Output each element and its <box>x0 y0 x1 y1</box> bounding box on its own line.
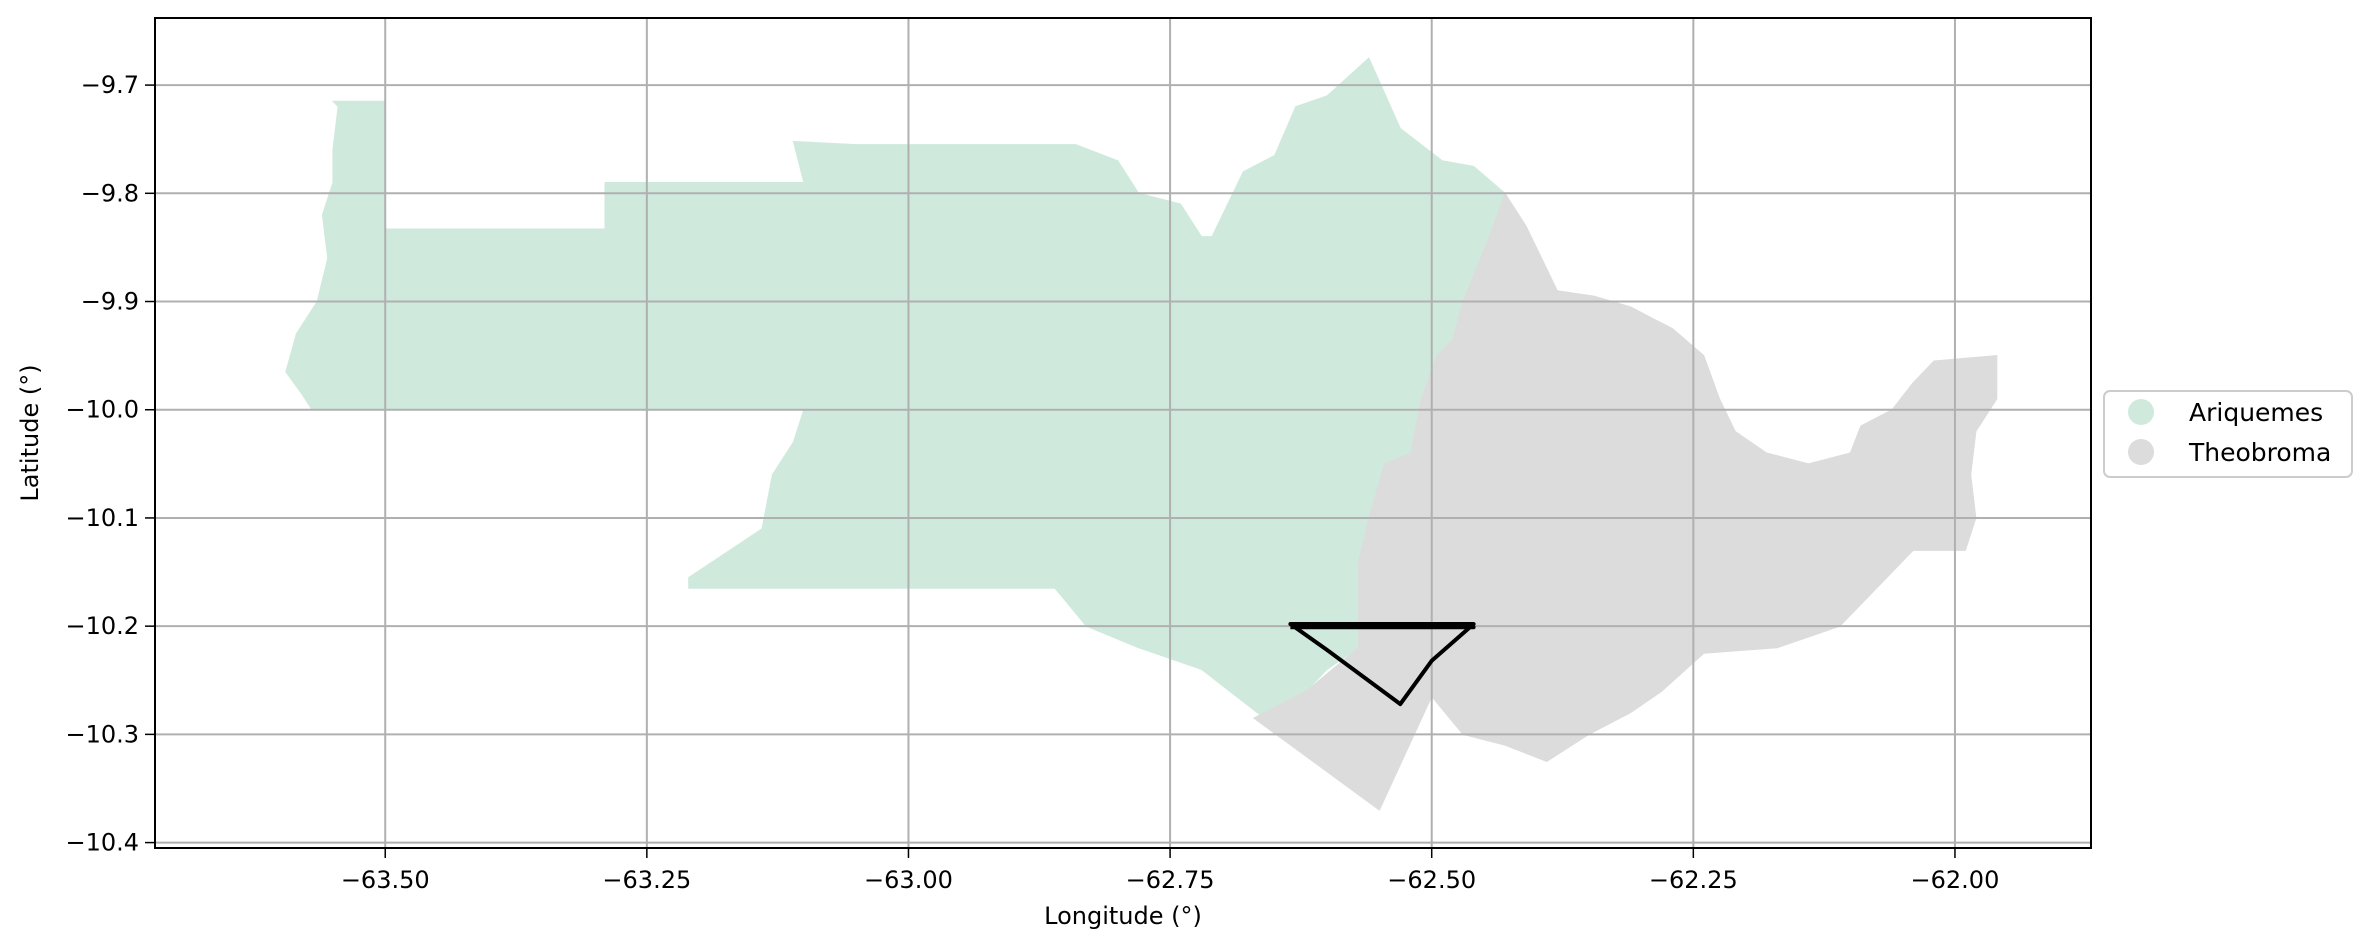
overlay-outline <box>1288 622 1476 707</box>
legend-label-ariquemes: Ariquemes <box>2189 398 2323 427</box>
y-tick-label: −10.4 <box>65 829 139 857</box>
legend-box <box>2103 390 2353 478</box>
legend-marker-theobroma <box>2128 439 2154 465</box>
grid-lines <box>155 18 2091 848</box>
y-tick-label: −10.2 <box>65 612 139 640</box>
y-tick-label: −10.0 <box>65 396 139 424</box>
x-axis-label: Longitude (°) <box>1044 902 1202 930</box>
y-axis-label: Latitude (°) <box>16 364 44 501</box>
x-tick-label: −62.50 <box>1387 866 1476 894</box>
x-tick-label: −63.00 <box>864 866 953 894</box>
y-tick-label: −10.3 <box>65 720 139 748</box>
x-axis-ticks: −63.50 −63.25 −63.00 −62.75 −62.50 −62.25 −62.… <box>341 848 2000 894</box>
legend-label-theobroma: Theobroma <box>2188 438 2331 467</box>
y-axis-ticks: −9.7 −9.8 −9.9 −10.0 −10.1 −10.2 −10.3 −10.4 <box>65 71 155 857</box>
legend: Ariquemes Theobroma <box>2103 390 2353 478</box>
x-tick-label: −63.25 <box>602 866 691 894</box>
x-tick-label: −63.50 <box>341 866 430 894</box>
x-tick-label: −62.00 <box>1911 866 2000 894</box>
y-tick-label: −10.1 <box>65 504 139 532</box>
x-tick-label: −62.25 <box>1649 866 1738 894</box>
x-tick-label: −62.75 <box>1126 866 1215 894</box>
y-tick-label: −9.8 <box>81 179 139 207</box>
overlay-layer <box>1288 622 1476 707</box>
y-tick-label: −9.7 <box>81 71 139 99</box>
y-tick-label: −9.9 <box>81 288 139 316</box>
plot-frame <box>154 17 2092 849</box>
legend-marker-ariquemes <box>2128 399 2154 425</box>
